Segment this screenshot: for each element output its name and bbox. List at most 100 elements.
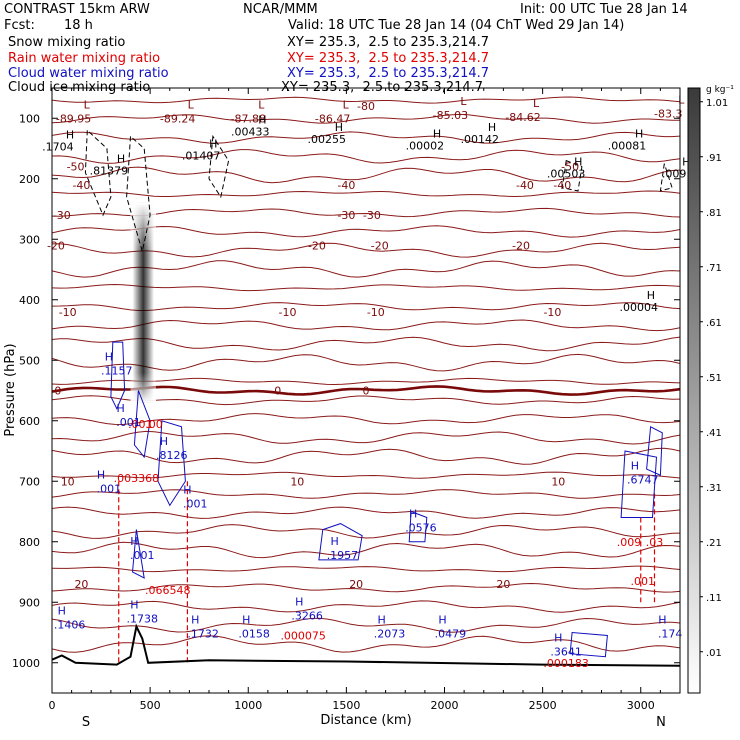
isotherm-line: [52, 524, 680, 539]
isotherm-line: [52, 413, 680, 426]
snow-value-label: .00002: [406, 139, 445, 152]
isotherm-label: 20: [74, 578, 88, 591]
cloud-water-value-label: .1406: [54, 618, 86, 631]
isotherm-label: -30: [53, 209, 71, 222]
cloud-water-value-label: .1957: [327, 549, 359, 562]
cloud-water-max-marker: H: [58, 604, 66, 617]
y-tick-label: 200: [19, 173, 40, 186]
isotherm-line: [52, 113, 680, 124]
isotherm-line: [52, 149, 680, 164]
isotherm-label: -40: [553, 179, 571, 192]
snow-contour: [84, 129, 112, 217]
colorbar-level-label: .21: [706, 538, 722, 549]
cloud-water-max-marker: H: [631, 459, 639, 472]
field-cloudwater-label: Cloud water mixing ratio: [8, 66, 169, 81]
y-tick-label: 300: [19, 233, 40, 246]
snow-max-marker: H: [433, 127, 441, 140]
rain-value-label: .001: [128, 418, 153, 431]
temperature-minimum-label: -86.47: [315, 112, 350, 125]
cloud-water-value-label: .6747: [627, 473, 659, 486]
isotherm-line: [52, 302, 680, 311]
isotherm-label: -10: [279, 306, 297, 319]
isotherm-label: 20: [349, 578, 363, 591]
isotherm-label: 0: [274, 385, 281, 398]
rain-value-label: .000183: [543, 657, 589, 670]
cloud-water-max-marker: H: [130, 598, 138, 611]
cloud-water-value-label: .001: [97, 482, 122, 495]
snow-value-label: .1704: [42, 141, 74, 154]
cloud-water-value-label: .174: [658, 628, 683, 641]
isotherm-line: [52, 353, 680, 372]
cloud-water-contour: [131, 529, 145, 579]
cloud-water-contour: [620, 450, 658, 518]
isotherm-label: 10: [551, 475, 565, 488]
cloud-water-max-marker: H: [117, 402, 125, 415]
colorbar-level-label: .81: [706, 208, 722, 219]
cloud-water-value-label: .8126: [156, 449, 188, 462]
y-tick-label: 600: [19, 415, 40, 428]
isotherm-label: -30: [337, 209, 355, 222]
x-tick-label: 1500: [332, 699, 360, 712]
cloud-water-value-label: .1732: [187, 628, 219, 641]
temperature-minimum-label: -87.88: [231, 112, 266, 125]
isotherm-label: -20: [512, 239, 530, 252]
isotherm-line: [52, 489, 680, 499]
snow-value-label: .01407: [182, 150, 221, 163]
snow-contour: [659, 163, 673, 192]
colorbar-level-label: .91: [706, 153, 722, 164]
isotherm-line: [52, 635, 680, 653]
cloud-water-value-label: .0158: [238, 628, 270, 641]
cloud-water-contour: [569, 631, 608, 658]
snow-value-label: .00004: [620, 301, 659, 314]
colorbar-level-label: .61: [706, 318, 722, 329]
isotherm-line: [52, 207, 680, 218]
cloud-water-value-label: .1738: [127, 612, 159, 625]
snow-contour: [126, 135, 151, 252]
isotherm-line: [52, 430, 680, 445]
low-marker: L: [84, 98, 91, 111]
field-cloudwater-xy: XY= 235.3, 2.5 to 235.3,214.7: [287, 66, 490, 81]
cloud-water-value-label: .1157: [101, 364, 133, 377]
cloud-water-value-label: .3266: [291, 609, 323, 622]
low-marker: L: [258, 98, 265, 111]
endpoint-right: N: [656, 715, 666, 730]
colorbar-level-label: .51: [706, 373, 722, 384]
isotherm-label: -40: [72, 179, 90, 192]
isotherm-line: [52, 582, 680, 593]
cloud-water-max-marker: H: [183, 483, 191, 496]
low-marker: L: [343, 98, 350, 111]
isotherm-line: [52, 395, 680, 406]
y-tick-label: 400: [19, 294, 40, 307]
isotherm-line: [52, 506, 680, 519]
isotherm-line: [52, 541, 680, 559]
cloud-water-contour: [646, 426, 663, 476]
cloud-water-max-marker: H: [160, 435, 168, 448]
y-tick-label: 800: [19, 536, 40, 549]
colorbar-level-label: 1.01: [706, 98, 728, 109]
snow-max-marker: H: [117, 153, 125, 166]
snow-value-label: .81379: [90, 165, 129, 178]
low-marker: L: [460, 95, 467, 108]
cloud-water-max-marker: H: [409, 508, 417, 521]
isotherm-line: [52, 190, 680, 198]
isotherm-label: -20: [47, 239, 65, 252]
zero-isotherm: [52, 385, 680, 396]
x-tick-label: 2000: [431, 699, 459, 712]
snow-value-label: .00433: [231, 125, 270, 138]
isotherm-line: [52, 471, 680, 479]
isotherm-label: 10: [61, 475, 75, 488]
cloud-water-max-marker: H: [438, 614, 446, 627]
snow-max-marker: H: [682, 156, 690, 169]
cloud-water-value-label: .3641: [550, 646, 582, 659]
endpoint-left: S: [82, 715, 90, 730]
cloud-water-value-label: .001: [116, 416, 141, 429]
cloud-water-contour: [157, 420, 186, 507]
cloud-water-max-marker: H: [191, 614, 199, 627]
cloud-water-contour: [408, 510, 428, 543]
isotherm-line: [52, 283, 680, 292]
field-rain-label: Rain water mixing ratio: [8, 51, 161, 66]
temperature-minimum-label: -85.03: [433, 109, 468, 122]
y-tick-label: 700: [19, 475, 40, 488]
rain-value-label: .001: [630, 575, 655, 588]
snow-value-label: .00503: [547, 168, 586, 181]
